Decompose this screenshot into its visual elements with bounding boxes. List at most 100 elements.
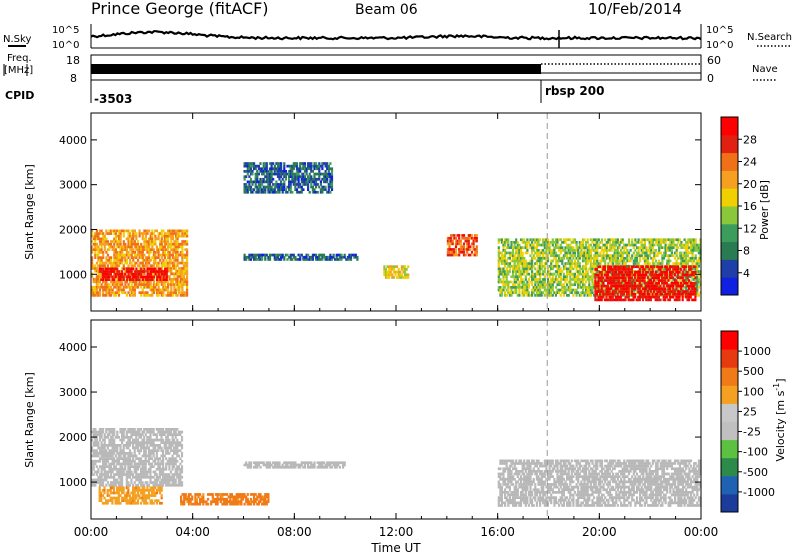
- heatmap-cell: [186, 232, 188, 235]
- heatmap-cell: [640, 290, 642, 293]
- heatmap-cell: [318, 186, 320, 189]
- heatmap-cell: [118, 294, 120, 297]
- heatmap-cell: [317, 191, 319, 194]
- heatmap-cell: [113, 246, 115, 249]
- heatmap-cell: [644, 276, 646, 279]
- heatmap-cell: [672, 287, 674, 290]
- heatmap-cell: [588, 281, 590, 284]
- heatmap-cell: [523, 273, 525, 276]
- heatmap-cell: [514, 244, 516, 247]
- heatmap-cell: [658, 282, 660, 285]
- heatmap-cell: [271, 186, 273, 189]
- heatmap-cell: [597, 274, 599, 277]
- heatmap-cell: [452, 240, 454, 243]
- heatmap-cell: [652, 241, 654, 244]
- heatmap-cell: [97, 444, 99, 447]
- heatmap-cell: [108, 433, 110, 436]
- heatmap-cell: [154, 254, 156, 257]
- heatmap-cell: [158, 273, 160, 276]
- heatmap-cell: [671, 249, 673, 252]
- heatmap-cell: [94, 264, 96, 267]
- heatmap-cell: [123, 289, 125, 292]
- heatmap-cell: [518, 268, 520, 271]
- heatmap-cell: [124, 283, 126, 286]
- heatmap-cell: [102, 481, 104, 484]
- heatmap-cell: [134, 240, 136, 243]
- heatmap-cell: [146, 232, 148, 235]
- heatmap-cell: [183, 275, 185, 278]
- heatmap-cell: [310, 167, 312, 170]
- heatmap-cell: [531, 252, 533, 255]
- heatmap-cell: [169, 251, 171, 254]
- heatmap-cell: [512, 249, 514, 252]
- heatmap-cell: [93, 468, 95, 471]
- heatmap-cell: [186, 254, 188, 257]
- heatmap-cell: [115, 238, 117, 241]
- heatmap-cell: [626, 257, 628, 260]
- heatmap-cell: [126, 278, 128, 281]
- heatmap-cell: [566, 275, 568, 278]
- heatmap-cell: [641, 254, 643, 257]
- heatmap-cell: [569, 281, 571, 284]
- heatmap-cell: [552, 289, 554, 292]
- heatmap-cell: [626, 249, 628, 252]
- heatmap-cell: [596, 252, 598, 255]
- heatmap-cell: [659, 285, 661, 288]
- heatmap-cell: [121, 251, 123, 254]
- heatmap-cell: [120, 238, 122, 241]
- heatmap-cell: [272, 178, 274, 181]
- heatmap-cell: [607, 274, 609, 277]
- heatmap-cell: [166, 270, 168, 273]
- heatmap-cell: [631, 254, 633, 257]
- heatmap-cell: [94, 256, 96, 259]
- heatmap-cell: [686, 290, 688, 293]
- heatmap-cell: [523, 281, 525, 284]
- heatmap-cell: [325, 188, 327, 191]
- heatmap-cell: [105, 484, 107, 487]
- heatmap-cell: [622, 254, 624, 257]
- heatmap-cell: [682, 293, 684, 296]
- heatmap-cell: [108, 248, 110, 251]
- heatmap-cell: [653, 262, 655, 265]
- heatmap-cell: [564, 265, 566, 268]
- heatmap-cell: [506, 268, 508, 271]
- heatmap-cell: [186, 267, 188, 270]
- heatmap-cell: [177, 294, 179, 297]
- heatmap-cell: [596, 293, 598, 296]
- heatmap-cell: [115, 248, 117, 251]
- heatmap-cell: [331, 186, 333, 189]
- heatmap-cell: [596, 260, 598, 263]
- heatmap-cell: [143, 273, 145, 276]
- heatmap-cell: [541, 262, 543, 265]
- heatmap-cell: [186, 240, 188, 243]
- heatmap-cell: [186, 248, 188, 251]
- heatmap-cell: [286, 191, 288, 194]
- heatmap-cell: [694, 265, 696, 268]
- heatmap-cell: [115, 484, 117, 487]
- heatmap-cell: [633, 246, 635, 249]
- heatmap-cell: [676, 244, 678, 247]
- heatmap-cell: [579, 257, 581, 260]
- heatmap-cell: [672, 271, 674, 274]
- heatmap-cell: [610, 287, 612, 290]
- heatmap-cell: [510, 244, 512, 247]
- heatmap-cell: [542, 291, 544, 294]
- heatmap-cell: [602, 282, 604, 285]
- heatmap-cell: [564, 286, 566, 289]
- heatmap-cell: [518, 244, 520, 247]
- heatmap-cell: [283, 183, 285, 186]
- heatmap-cell: [698, 278, 700, 281]
- heatmap-cell: [659, 290, 661, 293]
- heatmap-cell: [283, 186, 285, 189]
- heatmap-cell: [631, 271, 633, 274]
- heatmap-cell: [601, 279, 603, 282]
- heatmap-cell: [639, 299, 641, 302]
- heatmap-cell: [582, 270, 584, 273]
- heatmap-cell: [145, 238, 147, 241]
- heatmap-cell: [661, 260, 663, 263]
- heatmap-cell: [531, 270, 533, 273]
- power-ylabel: Slant Range [km]: [23, 164, 36, 260]
- heatmap-cell: [531, 281, 533, 284]
- heatmap-cell: [510, 281, 512, 284]
- heatmap-cell: [159, 268, 161, 271]
